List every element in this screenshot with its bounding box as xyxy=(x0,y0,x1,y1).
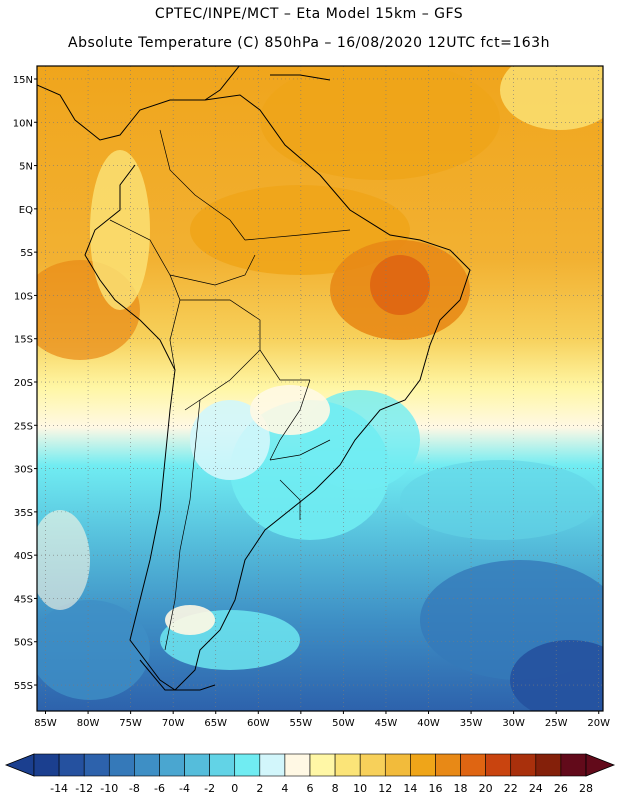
colorbar: -14 -12 -10 -8 -6 -4 -2 0 2 4 6 8 10 12 14 16 18 20 22 24 26… xyxy=(4,753,616,795)
lon-label: 85W xyxy=(34,718,57,729)
colorbar-swatch xyxy=(108,753,135,777)
colorbar-tick-label: 8 xyxy=(332,782,339,795)
colorbar-swatch xyxy=(384,753,411,777)
colorbar-tick-label: 18 xyxy=(454,782,468,795)
colorbar-tick-label: 2 xyxy=(256,782,263,795)
lat-label: 10N xyxy=(13,118,33,129)
colorbar-swatch xyxy=(435,753,461,777)
colorbar-swatch xyxy=(309,753,336,777)
lon-label: 75W xyxy=(119,718,142,729)
lon-label: 35W xyxy=(460,718,483,729)
lon-label: 30W xyxy=(502,718,525,729)
colorbar-swatch xyxy=(460,753,486,777)
colorbar-tick-label: 12 xyxy=(378,782,392,795)
colorbar-swatch xyxy=(334,753,361,777)
lat-label: 45S xyxy=(14,594,33,605)
colorbar-tick-label: 6 xyxy=(307,782,314,795)
lat-label: 20S xyxy=(14,378,33,389)
lat-label: 50S xyxy=(14,638,33,649)
colorbar-swatch xyxy=(485,753,512,777)
colorbar-swatch xyxy=(234,753,261,777)
colorbar-tick-label: 4 xyxy=(281,782,288,795)
latitude-labels: 15N 10N 5N EQ 5S 10S 15S 20S 25S 30S 35S 40S 45S 50S 5… xyxy=(13,75,37,692)
colorbar-swatch xyxy=(535,753,562,777)
lat-label: 35S xyxy=(14,508,33,519)
lon-label: 80W xyxy=(77,718,100,729)
colorbar-tick-label: -10 xyxy=(100,782,118,795)
colorbar-tick-label: 26 xyxy=(554,782,568,795)
lat-label: 40S xyxy=(14,551,33,562)
lat-label: 15N xyxy=(13,75,33,86)
lat-label: 30S xyxy=(14,465,33,476)
country-borders xyxy=(109,129,351,651)
colorbar-swatch xyxy=(184,753,210,777)
colorbar-swatch xyxy=(58,753,85,777)
lon-label: 60W xyxy=(247,718,270,729)
lon-label: 20W xyxy=(587,718,610,729)
colorbar-tick-label: -12 xyxy=(75,782,93,795)
colorbar-tick-label: -2 xyxy=(204,782,215,795)
lat-label: 15S xyxy=(14,335,33,346)
colorbar-tick-label: 28 xyxy=(579,782,593,795)
colorbar-tick-label: -8 xyxy=(129,782,140,795)
colorbar-arrow-left xyxy=(4,753,35,777)
lon-label: 65W xyxy=(204,718,227,729)
lat-label: 10S xyxy=(14,291,33,302)
colorbar-swatch xyxy=(33,753,60,777)
lon-label: 45W xyxy=(375,718,398,729)
colorbar-swatch xyxy=(159,753,185,777)
lon-label: 40W xyxy=(417,718,440,729)
lon-label: 50W xyxy=(332,718,355,729)
colorbar-swatch xyxy=(359,753,386,777)
colorbar-swatch xyxy=(284,753,311,777)
colorbar-tick-label: -4 xyxy=(179,782,190,795)
map-frame xyxy=(36,65,604,712)
chart-title-line1: CPTEC/INPE/MCT – Eta Model 15km – GFS xyxy=(154,6,464,22)
colorbar-swatch xyxy=(83,753,110,777)
colorbar-tick-label: 0 xyxy=(231,782,238,795)
colorbar-tick-label: 14 xyxy=(403,782,417,795)
colorbar-swatch xyxy=(560,753,587,777)
lon-label: 25W xyxy=(545,718,568,729)
lat-label: 25S xyxy=(14,421,33,432)
lat-label: 5S xyxy=(20,248,33,259)
colorbar-tick-label: 10 xyxy=(353,782,367,795)
longitude-labels: 85W 80W 75W 70W 65W 60W 55W 50W 45W 40W 35W 30W 25W 2… xyxy=(34,711,610,729)
lat-label: 55S xyxy=(14,681,33,692)
lon-label: 55W xyxy=(290,718,313,729)
colorbar-swatch xyxy=(510,753,537,777)
coastlines xyxy=(37,66,471,691)
colorbar-arrow-right xyxy=(585,753,616,777)
colorbar-swatch xyxy=(134,753,160,777)
colorbar-tick-label: 16 xyxy=(428,782,442,795)
temperature-field xyxy=(37,66,603,711)
colorbar-tick-label: -14 xyxy=(50,782,68,795)
lon-label: 70W xyxy=(162,718,185,729)
colorbar-swatch xyxy=(209,753,236,777)
colorbar-swatch xyxy=(410,753,436,777)
colorbar-tick-label: 24 xyxy=(529,782,543,795)
colorbar-tick-label: -6 xyxy=(154,782,165,795)
colorbar-tick-label: 22 xyxy=(504,782,518,795)
lat-label: EQ xyxy=(19,205,33,216)
lat-label: 5N xyxy=(19,162,33,173)
chart-title-line2: Absolute Temperature (C) 850hPa – 16/08/… xyxy=(68,35,550,51)
colorbar-tick-label: 20 xyxy=(479,782,493,795)
colorbar-swatch xyxy=(259,753,286,777)
